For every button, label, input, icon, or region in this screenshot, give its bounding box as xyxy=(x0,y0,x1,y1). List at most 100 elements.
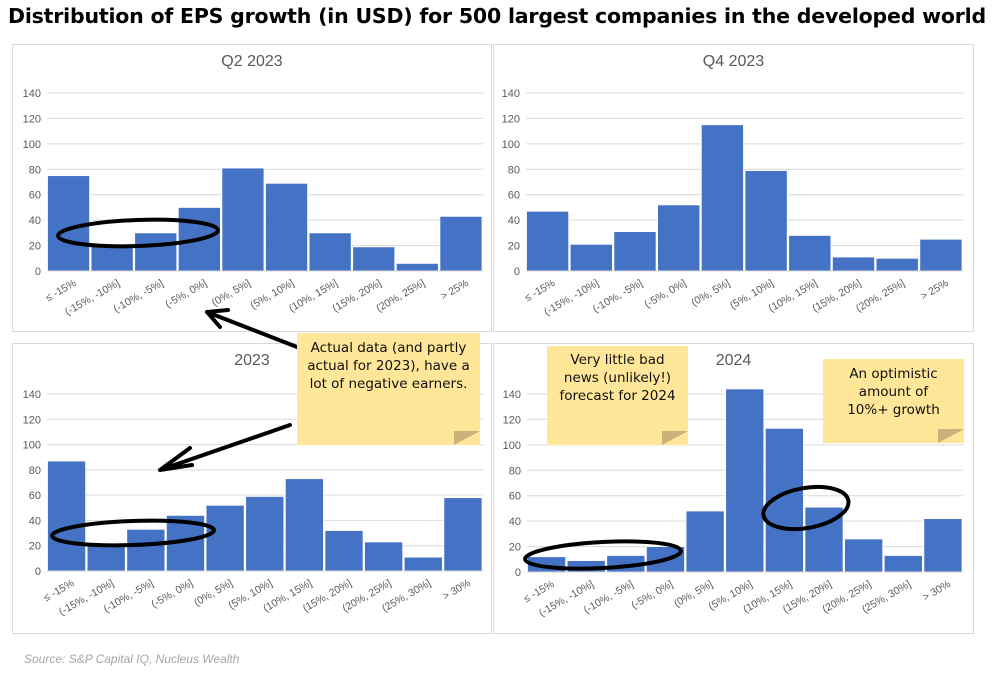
bar xyxy=(265,182,308,272)
bar xyxy=(403,556,443,572)
y-tick-label: 80 xyxy=(29,465,41,477)
y-tick-label: 0 xyxy=(514,266,520,278)
bar xyxy=(566,560,606,573)
y-tick-label: 0 xyxy=(515,567,521,579)
bar xyxy=(919,238,963,272)
x-tick-label: (-5%, 0%] xyxy=(629,578,675,611)
bar xyxy=(744,170,788,272)
y-tick-label: 80 xyxy=(29,164,41,176)
bar xyxy=(883,555,923,573)
x-tick-label: > 30% xyxy=(921,578,953,603)
x-tick-label: (0%, 5%] xyxy=(689,277,732,309)
chart-title: Q2 2023 xyxy=(221,53,283,70)
x-tick-label: (10%, 15%] xyxy=(287,277,340,315)
chart-q4-2023: Q4 2023 0 20 40 60 80 100 120 140 ≤ -15% (-15%, -1… xyxy=(493,44,974,332)
x-tick-label: (-10%, -5%] xyxy=(591,277,645,315)
y-tick-label: 60 xyxy=(29,190,41,202)
y-tick-label: 100 xyxy=(502,139,520,151)
y-tick-label: 100 xyxy=(23,440,41,452)
bar xyxy=(844,538,884,573)
bar xyxy=(788,234,832,272)
x-tick-label: > 25% xyxy=(919,277,951,302)
bar xyxy=(395,262,439,272)
y-tick-label: 120 xyxy=(23,414,41,426)
note-fold xyxy=(662,431,688,445)
y-tick-label: 100 xyxy=(23,139,41,151)
sticky-note: An optimistic amount of 10%+ growth xyxy=(823,359,964,443)
bar xyxy=(166,514,205,572)
bar xyxy=(324,530,364,572)
x-tick-label: (-5%, 0%] xyxy=(163,277,209,310)
y-tick-label: 20 xyxy=(508,241,520,253)
bar xyxy=(86,544,126,572)
bar xyxy=(606,555,646,573)
sticky-note: Very little bad news (unlikely!) forecas… xyxy=(547,346,688,445)
y-tick-label: 140 xyxy=(502,88,520,100)
bar xyxy=(308,232,352,272)
x-tick-label: (20%, 25%] xyxy=(854,277,907,315)
bar xyxy=(47,175,90,272)
bar xyxy=(439,215,483,272)
note-text: Very little bad news (unlikely!) forecas… xyxy=(559,352,676,404)
y-tick-label: 140 xyxy=(23,389,41,401)
y-tick-label: 60 xyxy=(29,490,41,502)
y-tick-label: 40 xyxy=(508,215,520,227)
bar xyxy=(352,246,396,272)
bar xyxy=(725,388,765,573)
x-tick-label: > 25% xyxy=(439,277,471,302)
y-tick-label: 0 xyxy=(35,266,41,278)
bar xyxy=(47,460,87,572)
bar xyxy=(613,231,657,272)
x-tick-label: (0%, 5%] xyxy=(210,277,253,309)
bar xyxy=(764,427,804,573)
bar xyxy=(923,518,963,573)
sticky-note: Actual data (and partly actual for 2023)… xyxy=(297,333,480,445)
source-note: Source: S&P Capital IQ, Nucleus Wealth xyxy=(24,652,240,666)
y-tick-label: 120 xyxy=(502,113,520,125)
y-tick-label: 0 xyxy=(35,566,41,578)
y-tick-label: 40 xyxy=(509,516,521,528)
figure-title: Distribution of EPS growth (in USD) for … xyxy=(8,4,986,28)
y-tick-label: 20 xyxy=(29,541,41,553)
x-tick-label: (20%, 25%] xyxy=(374,277,427,315)
bar xyxy=(804,506,844,573)
y-tick-label: 120 xyxy=(23,113,41,125)
note-text: Actual data (and partly actual for 2023)… xyxy=(307,340,470,392)
bar xyxy=(657,204,701,272)
bar xyxy=(90,245,134,272)
y-tick-label: 100 xyxy=(503,440,521,452)
bar xyxy=(134,232,178,272)
chart-title: 2024 xyxy=(715,352,752,369)
y-tick-label: 20 xyxy=(29,241,41,253)
y-tick-label: 80 xyxy=(509,465,521,477)
note-fold xyxy=(938,429,964,443)
bar xyxy=(527,556,567,573)
bar xyxy=(700,124,744,272)
note-text: An optimistic amount of 10%+ growth xyxy=(847,366,940,418)
x-tick-label: (15%, 20%] xyxy=(330,277,383,315)
y-tick-label: 60 xyxy=(509,491,521,503)
y-tick-label: 20 xyxy=(509,542,521,554)
bar xyxy=(526,210,570,272)
x-tick-label: (-10%, -5%] xyxy=(111,277,165,315)
y-tick-label: 140 xyxy=(23,88,41,100)
bar xyxy=(205,504,245,572)
x-tick-label: (15%, 20%] xyxy=(810,277,863,315)
y-tick-label: 60 xyxy=(508,190,520,202)
bar xyxy=(364,541,404,572)
note-fold xyxy=(454,431,480,445)
bar xyxy=(245,496,285,572)
bar xyxy=(831,256,875,272)
bar xyxy=(284,478,324,572)
y-tick-label: 140 xyxy=(503,389,521,401)
x-tick-label: (10%, 15%] xyxy=(767,277,820,315)
bar xyxy=(569,243,613,272)
bar xyxy=(685,510,725,573)
bar xyxy=(875,257,919,272)
y-tick-label: 40 xyxy=(29,215,41,227)
bar xyxy=(177,207,221,272)
bar xyxy=(646,546,685,573)
bar xyxy=(443,497,483,572)
y-tick-label: 80 xyxy=(508,164,520,176)
